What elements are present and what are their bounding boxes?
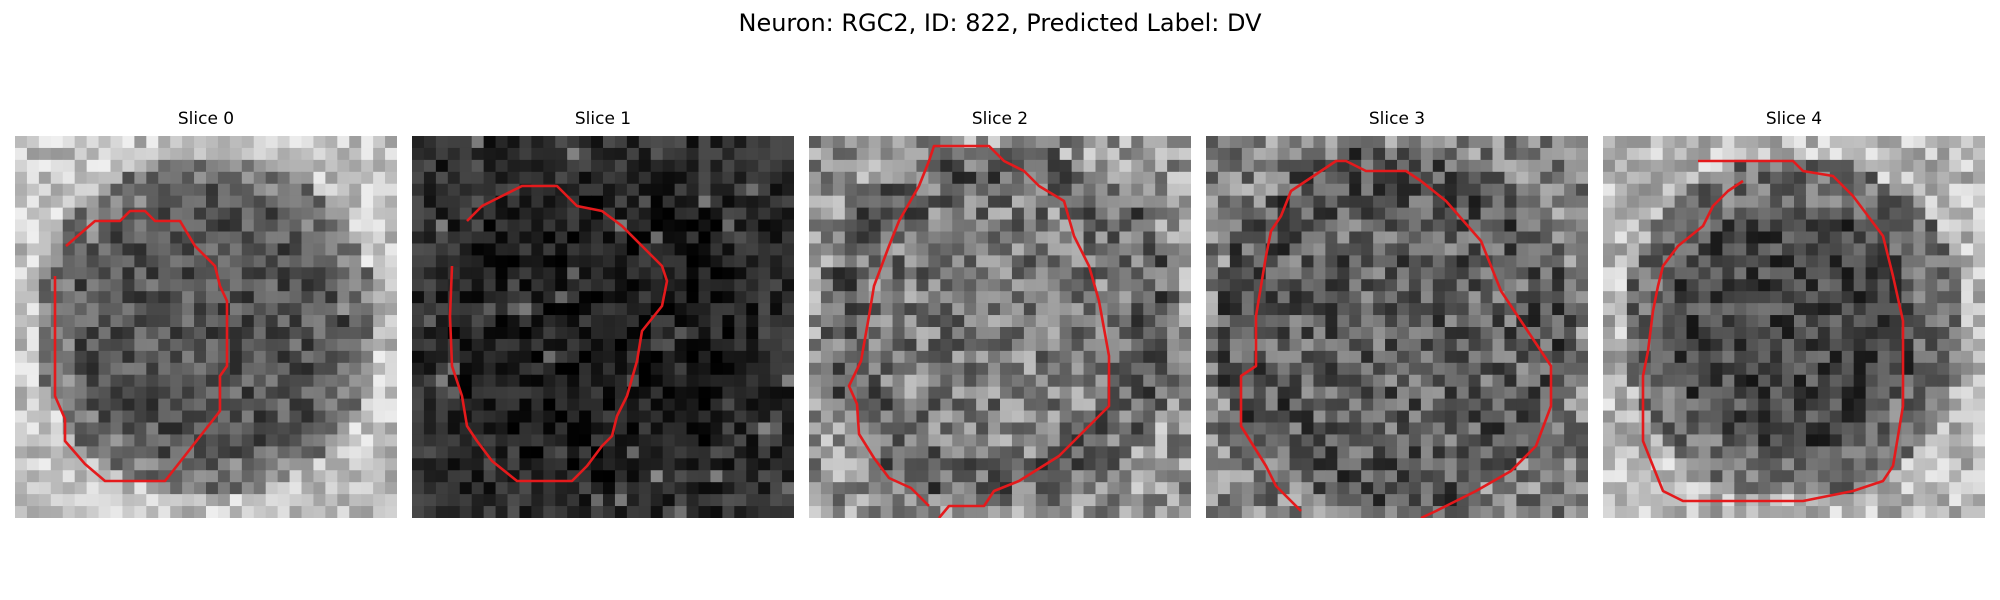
slice-image-2 (809, 136, 1191, 518)
slice-panel-3: Slice 3 (1206, 108, 1588, 518)
slice-image-0 (15, 136, 397, 518)
slice-title-1: Slice 1 (574, 109, 632, 129)
contour-line-3 (1239, 159, 1553, 518)
slice-image-1 (412, 136, 794, 518)
figure-title: Neuron: RGC2, ID: 822, Predicted Label: … (738, 9, 1262, 37)
slice-title-4: Slice 4 (1765, 109, 1823, 129)
slice-title-0: Slice 0 (177, 109, 235, 129)
slice-panel-1: Slice 1 (412, 108, 794, 518)
slice-title-2: Slice 2 (971, 109, 1029, 129)
contour-line-4 (1641, 159, 1905, 503)
slice-image-4 (1603, 136, 1985, 518)
slice-panel-4: Slice 4 (1603, 108, 1985, 518)
slice-panel-2: Slice 2 (809, 108, 1191, 518)
slice-panel-0: Slice 0 (15, 108, 397, 518)
slice-image-3 (1206, 136, 1588, 518)
contour-line-0 (53, 209, 229, 483)
contour-line-1 (448, 184, 669, 483)
contour-line-2 (847, 144, 1111, 518)
slice-title-3: Slice 3 (1368, 109, 1426, 129)
